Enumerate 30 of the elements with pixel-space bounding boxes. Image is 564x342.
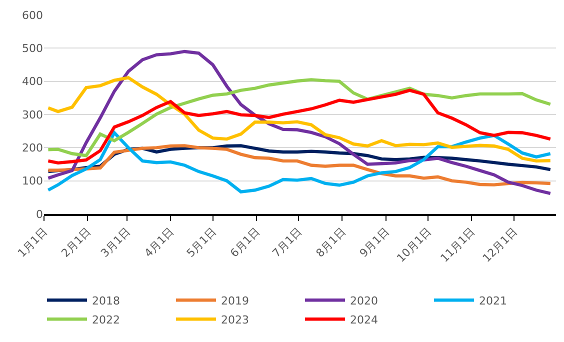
- line-series: [46, 88, 552, 165]
- legend-label: 2018: [92, 294, 120, 308]
- y-tick-label: 400: [22, 75, 43, 88]
- y-tick-label: 200: [22, 142, 43, 155]
- line-series: [46, 131, 552, 194]
- y-tick-label: 600: [22, 8, 43, 22]
- legend-label: 2021: [479, 294, 507, 308]
- legend-label: 2020: [350, 294, 378, 308]
- x-tick-label: 2月1日: [58, 225, 94, 260]
- line-series: [46, 50, 552, 196]
- x-tick-label: 11月1日: [438, 225, 478, 265]
- x-tick-label: 9月1日: [357, 225, 392, 260]
- x-tick-label: 1月1日: [15, 225, 50, 260]
- y-tick-label: 500: [22, 42, 43, 56]
- legend-label: 2024: [350, 313, 378, 326]
- legend-label: 2019: [221, 294, 249, 308]
- legend-label: 2022: [92, 313, 120, 326]
- y-tick-label: 100: [22, 174, 43, 188]
- legend-label: 2023: [221, 313, 249, 326]
- x-tick-label: 8月1日: [314, 225, 348, 260]
- line-series: [46, 144, 552, 186]
- x-tick-label: 6月1日: [228, 225, 262, 260]
- y-tick-label: 300: [22, 108, 43, 122]
- x-tick-label: 3月1日: [98, 225, 133, 260]
- x-tick-label: 4月1日: [142, 225, 177, 260]
- x-tick-label: 5月1日: [184, 225, 219, 260]
- x-tick-label: 10月1日: [394, 225, 434, 265]
- x-tick-label: 12月1日: [480, 225, 520, 265]
- x-tick-label: 7月1日: [270, 225, 305, 260]
- y-tick-label: 0: [36, 208, 43, 221]
